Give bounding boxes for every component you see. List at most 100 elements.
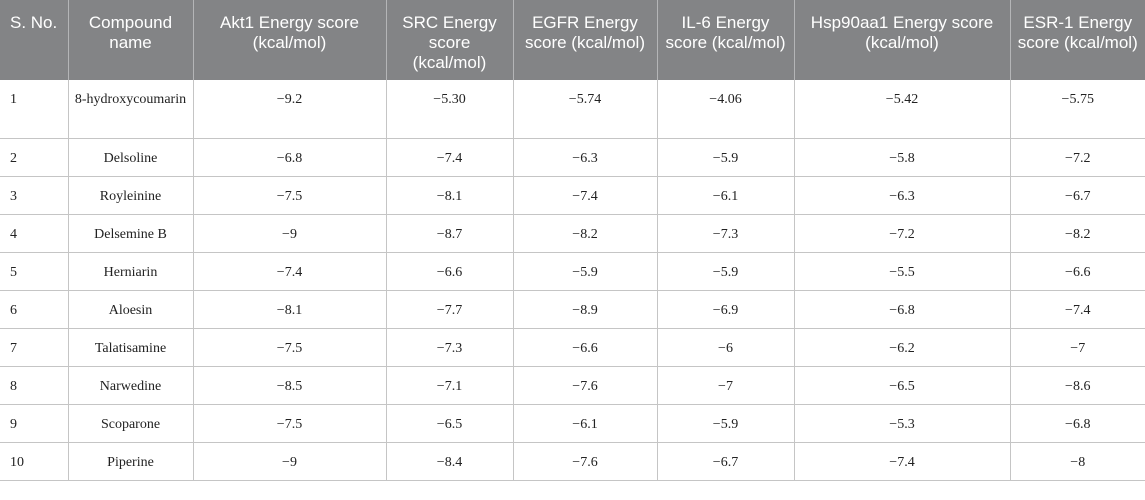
esr1-score-cell: −8.2	[1010, 214, 1145, 253]
egfr-score-cell: −8.9	[513, 290, 658, 329]
header-akt1: Akt1 Energy score (kcal/mol)	[193, 0, 387, 80]
header-s-no: S. No.	[0, 0, 69, 80]
src-score-cell: −7.1	[386, 366, 514, 405]
hsp90aa1-score-cell: −5.42	[794, 80, 1011, 139]
il6-score-cell: −5.9	[657, 252, 795, 291]
egfr-score-cell: −6.6	[513, 328, 658, 367]
il6-score-cell: −7	[657, 366, 795, 405]
header-compound-name: Compound name	[68, 0, 194, 80]
src-score-cell: −6.6	[386, 252, 514, 291]
il6-score-cell: −5.9	[657, 404, 795, 443]
akt1-score-cell: −7.5	[193, 404, 387, 443]
compound-name-cell: Piperine	[68, 442, 194, 481]
hsp90aa1-score-cell: −5.3	[794, 404, 1011, 443]
s-no-cell: 4	[0, 214, 69, 253]
esr1-score-cell: −7	[1010, 328, 1145, 367]
akt1-score-cell: −7.5	[193, 176, 387, 215]
src-score-cell: −6.5	[386, 404, 514, 443]
header-il6: IL-6 Energy score (kcal/mol)	[657, 0, 795, 80]
akt1-score-cell: −9.2	[193, 80, 387, 139]
compound-name-cell: Aloesin	[68, 290, 194, 329]
akt1-score-cell: −7.4	[193, 252, 387, 291]
esr1-score-cell: −7.4	[1010, 290, 1145, 329]
s-no-cell: 3	[0, 176, 69, 215]
egfr-score-cell: −7.6	[513, 366, 658, 405]
akt1-score-cell: −9	[193, 214, 387, 253]
src-score-cell: −7.4	[386, 138, 514, 177]
hsp90aa1-score-cell: −5.5	[794, 252, 1011, 291]
il6-score-cell: −6	[657, 328, 795, 367]
compound-name-cell: Delsoline	[68, 138, 194, 177]
table-body: 1 8-hydroxycoumarin −9.2 −5.30 −5.74 −4.06 −5.…	[0, 80, 1145, 481]
hsp90aa1-score-cell: −7.4	[794, 442, 1011, 481]
header-hsp90aa1: Hsp90aa1 Energy score (kcal/mol)	[794, 0, 1011, 80]
egfr-score-cell: −6.1	[513, 404, 658, 443]
table-row: 2 Delsoline −6.8 −7.4 −6.3 −5.9 −5.8 −7.2	[0, 138, 1145, 177]
hsp90aa1-score-cell: −6.8	[794, 290, 1011, 329]
esr1-score-cell: −6.7	[1010, 176, 1145, 215]
il6-score-cell: −4.06	[657, 80, 795, 139]
egfr-score-cell: −7.4	[513, 176, 658, 215]
il6-score-cell: −6.1	[657, 176, 795, 215]
akt1-score-cell: −9	[193, 442, 387, 481]
compound-name-cell: 8-hydroxycoumarin	[68, 80, 194, 139]
akt1-score-cell: −7.5	[193, 328, 387, 367]
egfr-score-cell: −7.6	[513, 442, 658, 481]
table-row: 6 Aloesin −8.1 −7.7 −8.9 −6.9 −6.8 −7.4	[0, 290, 1145, 329]
s-no-cell: 8	[0, 366, 69, 405]
s-no-cell: 1	[0, 80, 69, 139]
esr1-score-cell: −6.8	[1010, 404, 1145, 443]
src-score-cell: −7.3	[386, 328, 514, 367]
src-score-cell: −5.30	[386, 80, 514, 139]
s-no-cell: 2	[0, 138, 69, 177]
il6-score-cell: −6.9	[657, 290, 795, 329]
il6-score-cell: −5.9	[657, 138, 795, 177]
compound-name-cell: Herniarin	[68, 252, 194, 291]
egfr-score-cell: −8.2	[513, 214, 658, 253]
hsp90aa1-score-cell: −6.2	[794, 328, 1011, 367]
energy-score-table: S. No. Compound name Akt1 Energy score (…	[0, 0, 1145, 481]
s-no-cell: 10	[0, 442, 69, 481]
hsp90aa1-score-cell: −5.8	[794, 138, 1011, 177]
header-row: S. No. Compound name Akt1 Energy score (…	[0, 0, 1145, 80]
esr1-score-cell: −6.6	[1010, 252, 1145, 291]
s-no-cell: 7	[0, 328, 69, 367]
compound-name-cell: Royleinine	[68, 176, 194, 215]
compound-name-cell: Narwedine	[68, 366, 194, 405]
src-score-cell: −7.7	[386, 290, 514, 329]
s-no-cell: 6	[0, 290, 69, 329]
il6-score-cell: −6.7	[657, 442, 795, 481]
hsp90aa1-score-cell: −6.3	[794, 176, 1011, 215]
table-row: 10 Piperine −9 −8.4 −7.6 −6.7 −7.4 −8	[0, 442, 1145, 481]
table-row: 1 8-hydroxycoumarin −9.2 −5.30 −5.74 −4.06 −5.…	[0, 80, 1145, 139]
table-row: 3 Royleinine −7.5 −8.1 −7.4 −6.1 −6.3 −6.7	[0, 176, 1145, 215]
esr1-score-cell: −8.6	[1010, 366, 1145, 405]
table-row: 4 Delsemine B −9 −8.7 −8.2 −7.3 −7.2 −8.2	[0, 214, 1145, 253]
compound-name-cell: Scoparone	[68, 404, 194, 443]
compound-name-cell: Talatisamine	[68, 328, 194, 367]
table-row: 8 Narwedine −8.5 −7.1 −7.6 −7 −6.5 −8.6	[0, 366, 1145, 405]
akt1-score-cell: −6.8	[193, 138, 387, 177]
header-esr1: ESR-1 Energy score (kcal/mol)	[1010, 0, 1145, 80]
src-score-cell: −8.4	[386, 442, 514, 481]
hsp90aa1-score-cell: −6.5	[794, 366, 1011, 405]
s-no-cell: 9	[0, 404, 69, 443]
src-score-cell: −8.7	[386, 214, 514, 253]
header-egfr: EGFR Energy score (kcal/mol)	[513, 0, 658, 80]
esr1-score-cell: −5.75	[1010, 80, 1145, 139]
egfr-score-cell: −5.74	[513, 80, 658, 139]
akt1-score-cell: −8.5	[193, 366, 387, 405]
egfr-score-cell: −5.9	[513, 252, 658, 291]
hsp90aa1-score-cell: −7.2	[794, 214, 1011, 253]
compound-name-cell: Delsemine B	[68, 214, 194, 253]
table-row: 9 Scoparone −7.5 −6.5 −6.1 −5.9 −5.3 −6.8	[0, 404, 1145, 443]
header-src: SRC Energy score (kcal/mol)	[386, 0, 514, 80]
egfr-score-cell: −6.3	[513, 138, 658, 177]
il6-score-cell: −7.3	[657, 214, 795, 253]
esr1-score-cell: −8	[1010, 442, 1145, 481]
table-row: 5 Herniarin −7.4 −6.6 −5.9 −5.9 −5.5 −6.6	[0, 252, 1145, 291]
table-row: 7 Talatisamine −7.5 −7.3 −6.6 −6 −6.2 −7	[0, 328, 1145, 367]
akt1-score-cell: −8.1	[193, 290, 387, 329]
s-no-cell: 5	[0, 252, 69, 291]
esr1-score-cell: −7.2	[1010, 138, 1145, 177]
